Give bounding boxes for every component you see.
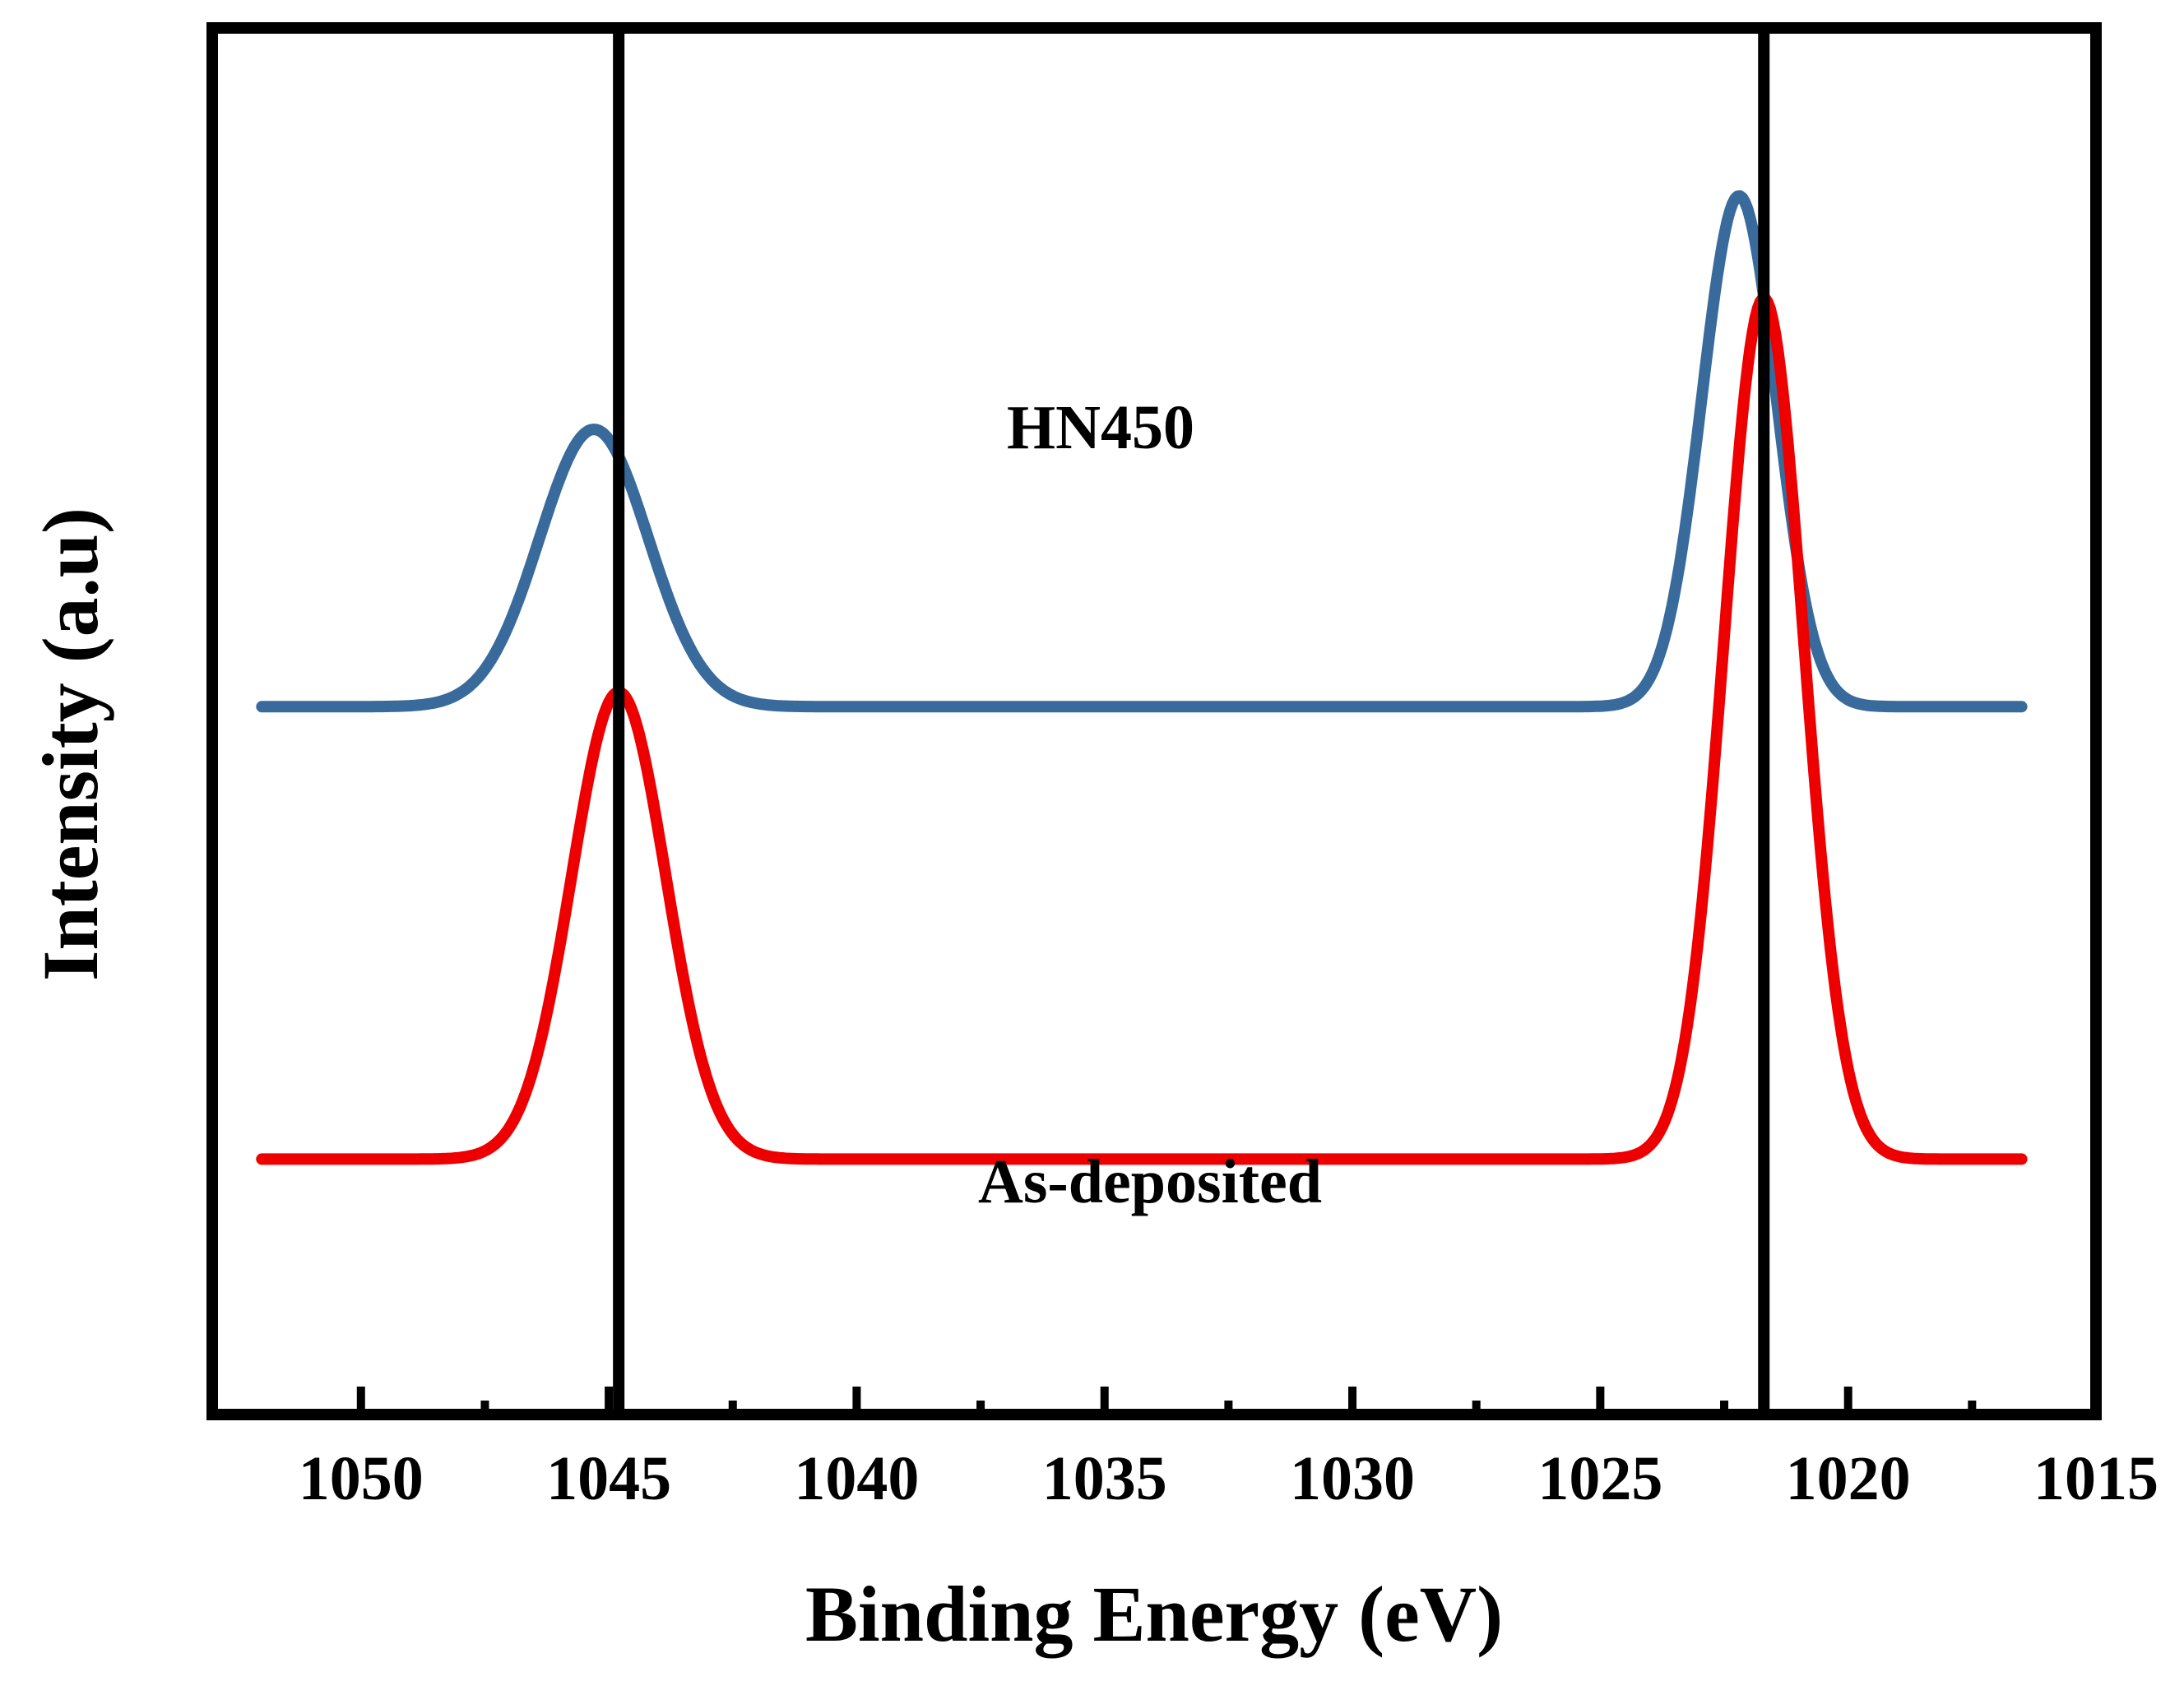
- x-tick-label-7: 1015: [2033, 1444, 2158, 1513]
- series-line-0: [256, 190, 2028, 713]
- plot-frame: [206, 22, 2102, 1420]
- y-axis-title: Intensity (a.u): [26, 507, 114, 981]
- x-tick-label-4: 1030: [1290, 1444, 1415, 1513]
- series-line-1: [256, 292, 2028, 1165]
- x-axis-ticks: [356, 1387, 2100, 1415]
- x-axis-title: Binding Energy (eV): [805, 1570, 1503, 1658]
- x-tick-label-6: 1020: [1786, 1444, 1911, 1513]
- x-axis-tick-labels: 1050 1045 1040 1035 1030 1025 1020 1015: [299, 1444, 2158, 1513]
- x-tick-label-2: 1040: [794, 1444, 919, 1513]
- x-tick-label-5: 1025: [1537, 1444, 1662, 1513]
- series-label-as-deposited: As-deposited: [978, 1147, 1322, 1216]
- x-tick-label-1: 1045: [546, 1444, 671, 1513]
- reference-lines: [613, 28, 1770, 1415]
- series-layer: [256, 190, 2028, 1165]
- x-tick-label-3: 1035: [1042, 1444, 1167, 1513]
- x-tick-label-0: 1050: [299, 1444, 424, 1513]
- series-label-hn450: HN450: [1007, 393, 1194, 462]
